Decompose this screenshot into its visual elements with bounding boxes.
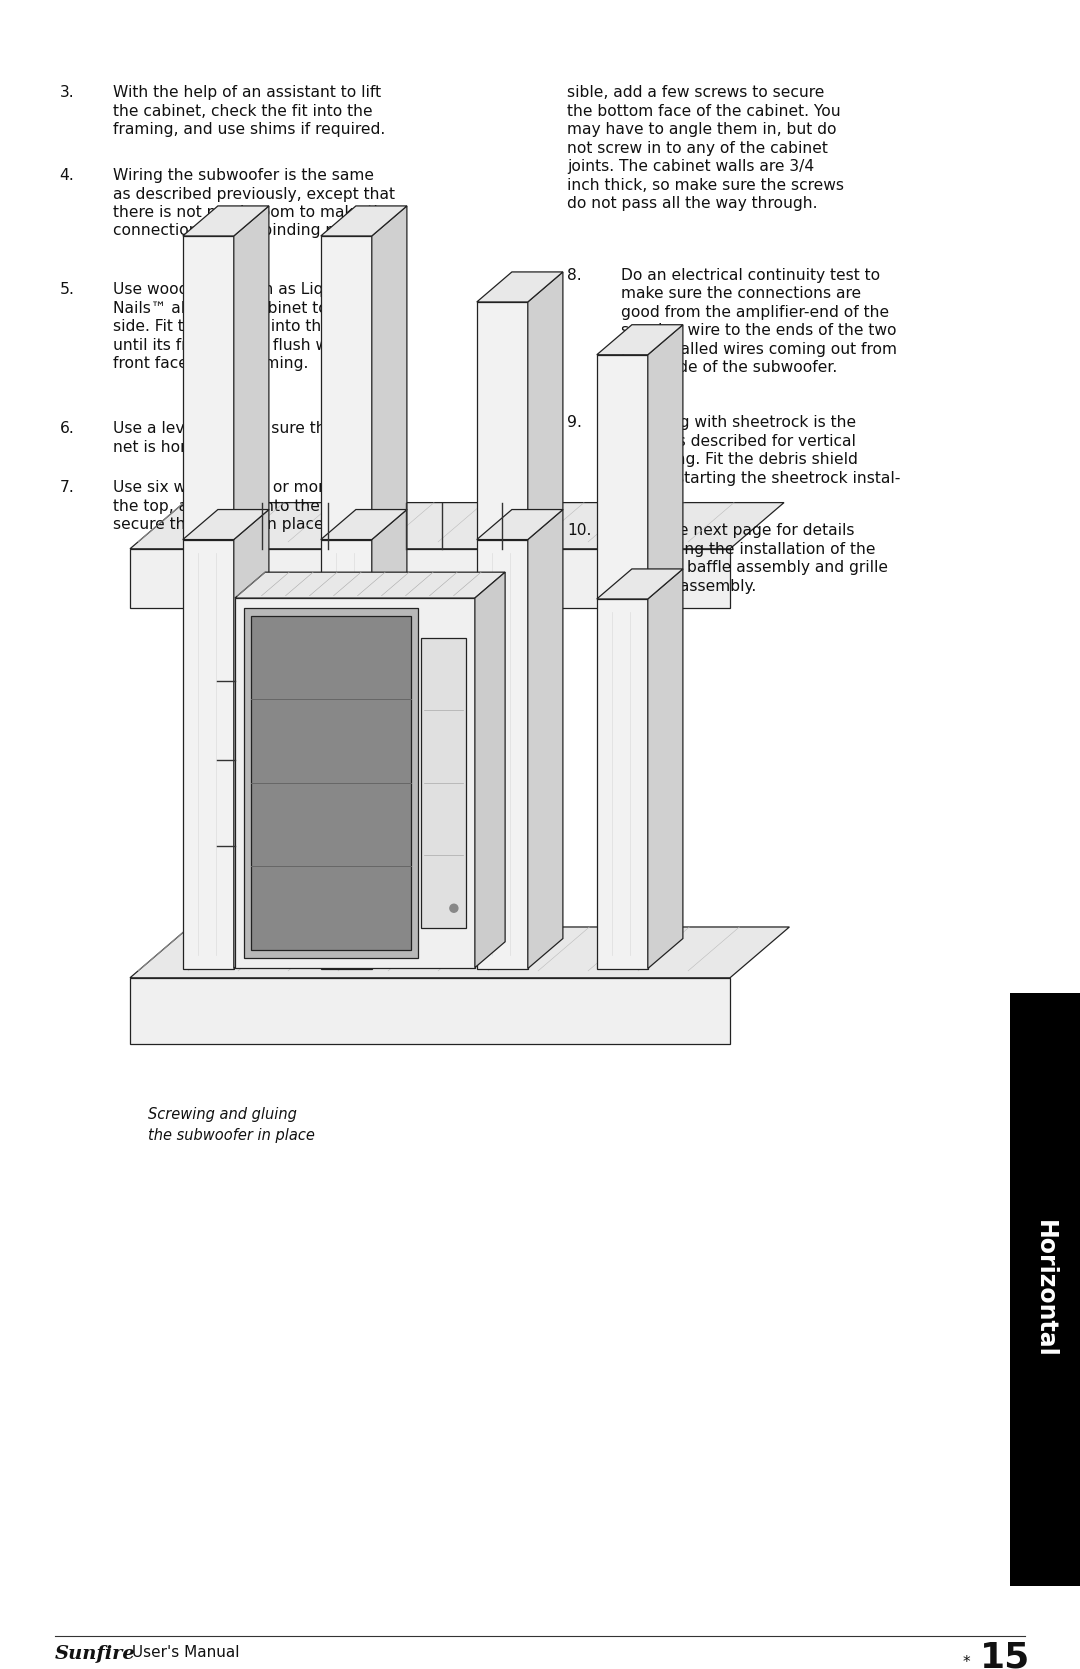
Polygon shape	[597, 599, 648, 968]
Text: connections to the binding posts.: connections to the binding posts.	[113, 224, 373, 239]
Text: front face of the framing.: front face of the framing.	[113, 355, 309, 371]
Text: woofer baffle assembly and grille: woofer baffle assembly and grille	[629, 561, 888, 576]
Text: side. Fit the cabinet into the framing: side. Fit the cabinet into the framing	[113, 319, 396, 334]
Text: mounting. Fit the debris shield: mounting. Fit the debris shield	[621, 452, 858, 467]
Text: make sure the connections are: make sure the connections are	[621, 287, 861, 302]
Polygon shape	[183, 205, 269, 235]
Polygon shape	[130, 926, 789, 978]
Polygon shape	[321, 235, 372, 539]
Text: secure the cabinet in place. If pos-: secure the cabinet in place. If pos-	[113, 517, 381, 532]
Polygon shape	[372, 509, 407, 968]
Polygon shape	[476, 539, 528, 968]
Text: do not pass all the way through.: do not pass all the way through.	[567, 195, 818, 210]
Text: Use a level to make sure the cabi-: Use a level to make sure the cabi-	[113, 421, 378, 436]
Polygon shape	[130, 978, 730, 1043]
Polygon shape	[597, 325, 683, 355]
Polygon shape	[476, 302, 528, 539]
Text: joints. The cabinet walls are 3/4: joints. The cabinet walls are 3/4	[567, 159, 814, 174]
Polygon shape	[597, 355, 648, 599]
Text: until its front face is flush with the: until its front face is flush with the	[113, 337, 379, 352]
Polygon shape	[475, 572, 505, 968]
Polygon shape	[251, 616, 410, 950]
Polygon shape	[476, 509, 563, 539]
Polygon shape	[372, 205, 407, 539]
Text: 4.: 4.	[59, 169, 75, 184]
Text: Do an electrical continuity test to: Do an electrical continuity test to	[621, 269, 880, 284]
Text: 15: 15	[980, 1641, 1030, 1669]
Text: Finishing with sheetrock is the: Finishing with sheetrock is the	[621, 416, 856, 431]
Polygon shape	[321, 509, 407, 539]
Polygon shape	[233, 509, 269, 968]
Text: sible, add a few screws to secure: sible, add a few screws to secure	[567, 85, 824, 100]
Text: the cabinet, check the fit into the: the cabinet, check the fit into the	[113, 103, 373, 118]
Bar	[1010, 993, 1080, 1586]
Text: Use wood glue, such as Liquid: Use wood glue, such as Liquid	[113, 282, 348, 297]
Text: User's Manual: User's Manual	[127, 1646, 240, 1661]
Text: Nails™ along the cabinet top and: Nails™ along the cabinet top and	[113, 300, 373, 315]
Text: as described previously, except that: as described previously, except that	[113, 187, 395, 202]
Polygon shape	[321, 539, 372, 968]
Polygon shape	[648, 325, 683, 599]
Text: frame assembly.: frame assembly.	[629, 579, 756, 594]
Text: 3.: 3.	[59, 85, 75, 100]
Text: net is horizontal.: net is horizontal.	[113, 439, 243, 454]
Polygon shape	[234, 598, 475, 968]
Polygon shape	[421, 638, 465, 928]
Text: 6.: 6.	[59, 421, 75, 436]
Polygon shape	[234, 572, 505, 598]
Polygon shape	[476, 272, 563, 302]
Polygon shape	[183, 509, 269, 539]
Text: not screw in to any of the cabinet: not screw in to any of the cabinet	[567, 140, 828, 155]
Text: 9.: 9.	[567, 416, 582, 431]
Polygon shape	[528, 272, 563, 539]
Text: the bottom face of the cabinet. You: the bottom face of the cabinet. You	[567, 103, 840, 118]
Text: the top, and a few into the side to: the top, and a few into the side to	[113, 499, 378, 514]
Text: good from the amplifier-end of the: good from the amplifier-end of the	[621, 305, 889, 320]
Text: Horizontal: Horizontal	[1032, 1220, 1057, 1359]
Text: inch thick, so make sure the screws: inch thick, so make sure the screws	[567, 177, 843, 192]
Text: there is not much room to make the: there is not much room to make the	[113, 205, 393, 220]
Polygon shape	[183, 539, 233, 968]
Polygon shape	[597, 569, 683, 599]
Polygon shape	[244, 608, 418, 958]
Text: before starting the sheetrock instal-: before starting the sheetrock instal-	[621, 471, 901, 486]
Text: framing, and use shims if required.: framing, and use shims if required.	[113, 122, 386, 137]
Polygon shape	[321, 205, 407, 235]
Polygon shape	[183, 235, 233, 539]
Text: Wiring the subwoofer is the same: Wiring the subwoofer is the same	[113, 169, 375, 184]
Text: 8.: 8.	[567, 269, 582, 284]
Text: Screwing and gluing
the subwoofer in place: Screwing and gluing the subwoofer in pla…	[148, 1107, 315, 1143]
Text: 7.: 7.	[59, 481, 75, 496]
Text: Sunfire: Sunfire	[55, 1646, 136, 1662]
Polygon shape	[130, 549, 730, 608]
Text: may have to angle them in, but do: may have to angle them in, but do	[567, 122, 837, 137]
Polygon shape	[130, 502, 784, 549]
Text: lation.: lation.	[621, 489, 670, 504]
Circle shape	[450, 905, 458, 913]
Text: Use six woodscrews or more along: Use six woodscrews or more along	[113, 481, 382, 496]
Polygon shape	[648, 569, 683, 968]
Polygon shape	[528, 509, 563, 968]
Polygon shape	[233, 205, 269, 539]
Text: pre-installed wires coming out from: pre-installed wires coming out from	[621, 342, 897, 357]
Text: the inside of the subwoofer.: the inside of the subwoofer.	[621, 361, 837, 376]
Text: 10.: 10.	[567, 522, 592, 537]
Text: 5.: 5.	[59, 282, 75, 297]
Text: same as described for vertical: same as described for vertical	[621, 434, 855, 449]
Text: *: *	[962, 1656, 971, 1669]
Text: See the next page for details: See the next page for details	[629, 522, 854, 537]
Text: With the help of an assistant to lift: With the help of an assistant to lift	[113, 85, 381, 100]
Text: regarding the installation of the: regarding the installation of the	[629, 541, 876, 556]
Text: speaker wire to the ends of the two: speaker wire to the ends of the two	[621, 324, 896, 339]
